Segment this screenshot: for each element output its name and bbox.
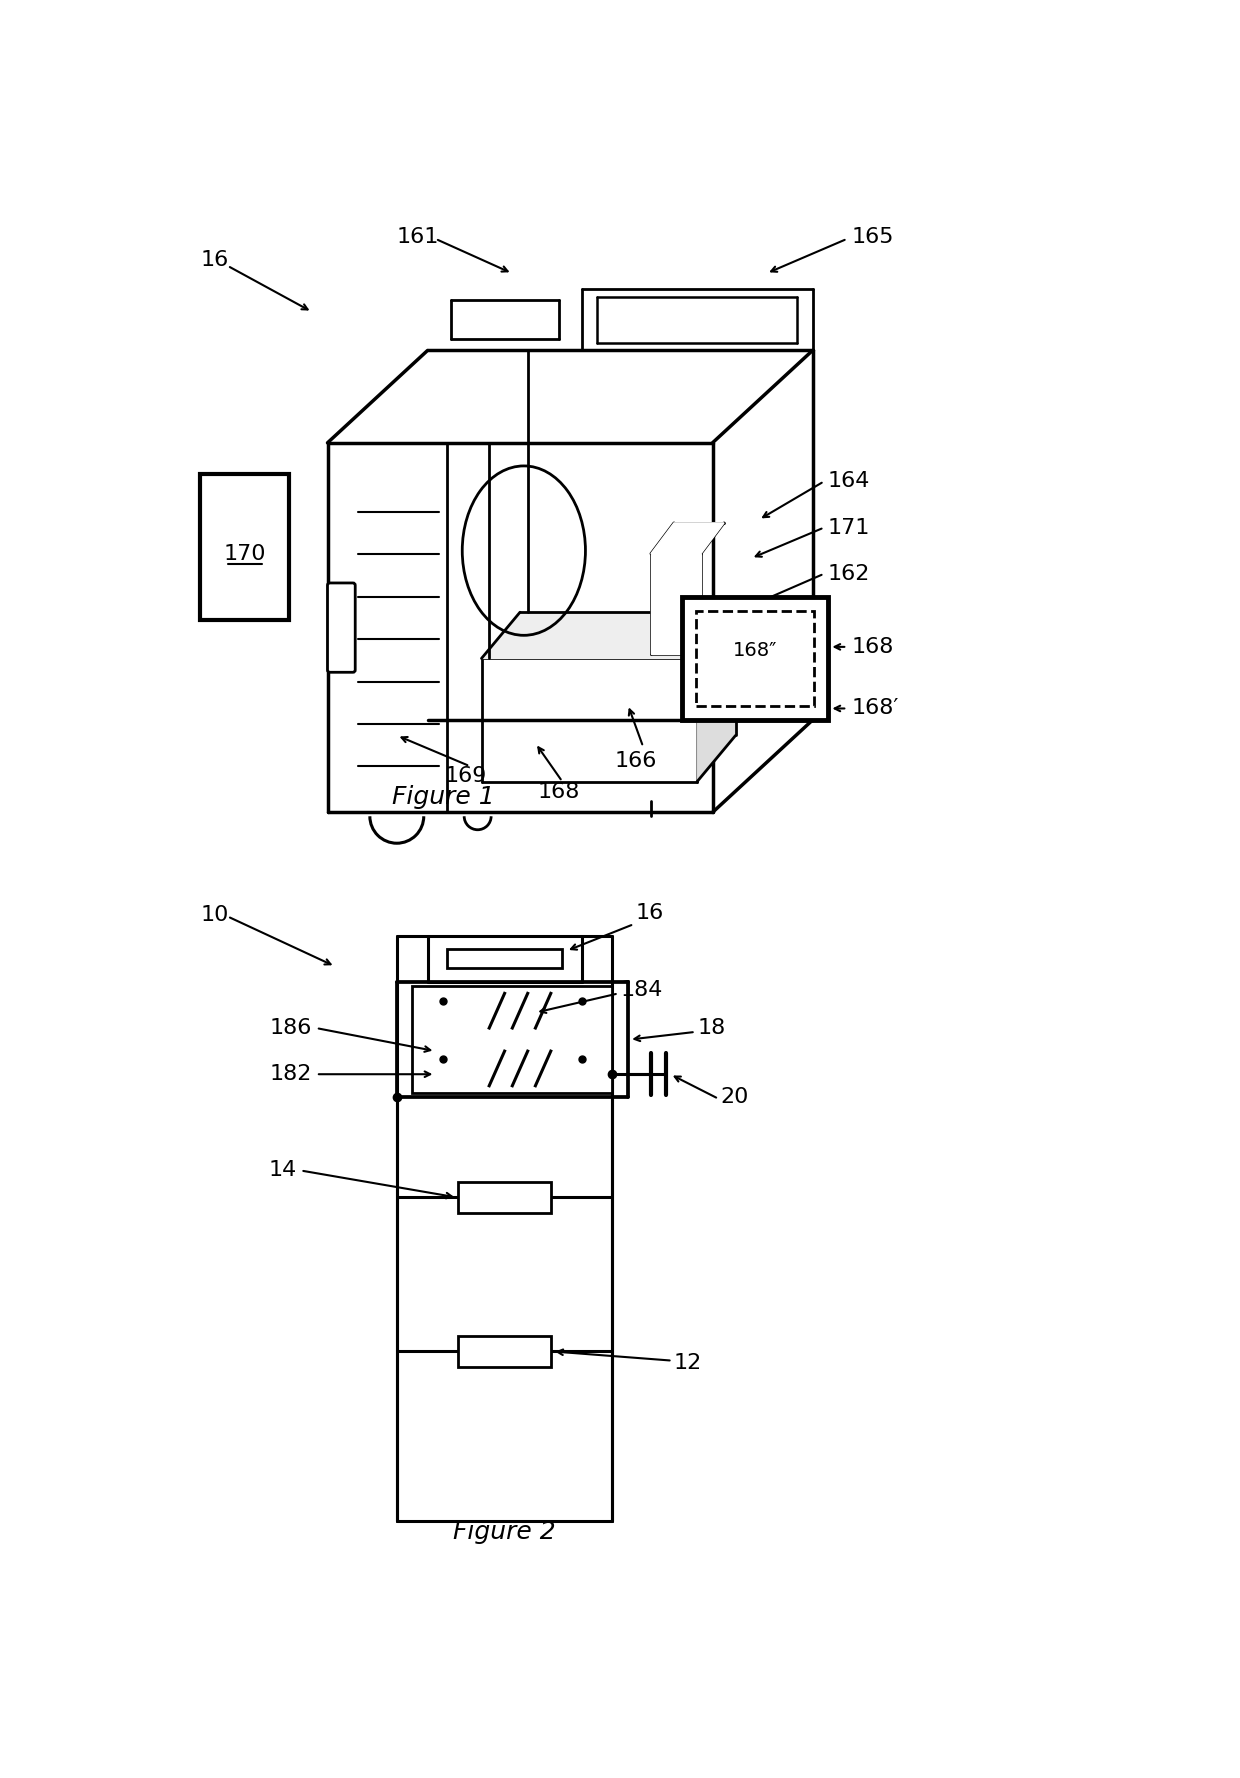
Text: Figure 2: Figure 2 xyxy=(454,1520,556,1543)
Bar xyxy=(682,597,828,720)
Text: 14: 14 xyxy=(268,1161,296,1181)
Text: 170: 170 xyxy=(223,544,265,564)
Text: 168: 168 xyxy=(851,637,894,656)
Bar xyxy=(459,1182,551,1213)
Text: 168″: 168″ xyxy=(733,642,777,660)
Text: 10: 10 xyxy=(201,905,229,925)
Text: 12: 12 xyxy=(675,1353,702,1373)
Text: 166: 166 xyxy=(614,750,657,772)
Text: 161: 161 xyxy=(397,228,439,247)
Text: 20: 20 xyxy=(720,1088,749,1108)
Text: 184: 184 xyxy=(620,980,662,999)
Polygon shape xyxy=(481,612,735,658)
Bar xyxy=(201,473,289,621)
Text: 171: 171 xyxy=(828,517,870,537)
Bar xyxy=(412,985,613,1093)
FancyBboxPatch shape xyxy=(327,583,355,672)
Text: 16: 16 xyxy=(201,251,228,270)
Text: 16: 16 xyxy=(635,903,663,923)
Text: Figure 1: Figure 1 xyxy=(392,786,495,809)
Text: 168′: 168′ xyxy=(851,699,899,718)
Text: 18: 18 xyxy=(697,1019,725,1038)
Bar xyxy=(459,1335,551,1367)
Text: 168: 168 xyxy=(537,782,579,802)
Polygon shape xyxy=(651,523,724,553)
Text: 169: 169 xyxy=(445,766,487,786)
Bar xyxy=(696,610,815,706)
Text: 165: 165 xyxy=(851,228,894,247)
Polygon shape xyxy=(651,553,701,654)
Bar xyxy=(446,949,563,969)
Text: 186: 186 xyxy=(270,1019,312,1038)
Polygon shape xyxy=(697,612,735,782)
Text: 162: 162 xyxy=(828,564,870,583)
Text: 164: 164 xyxy=(828,471,870,491)
Text: 182: 182 xyxy=(270,1065,312,1085)
